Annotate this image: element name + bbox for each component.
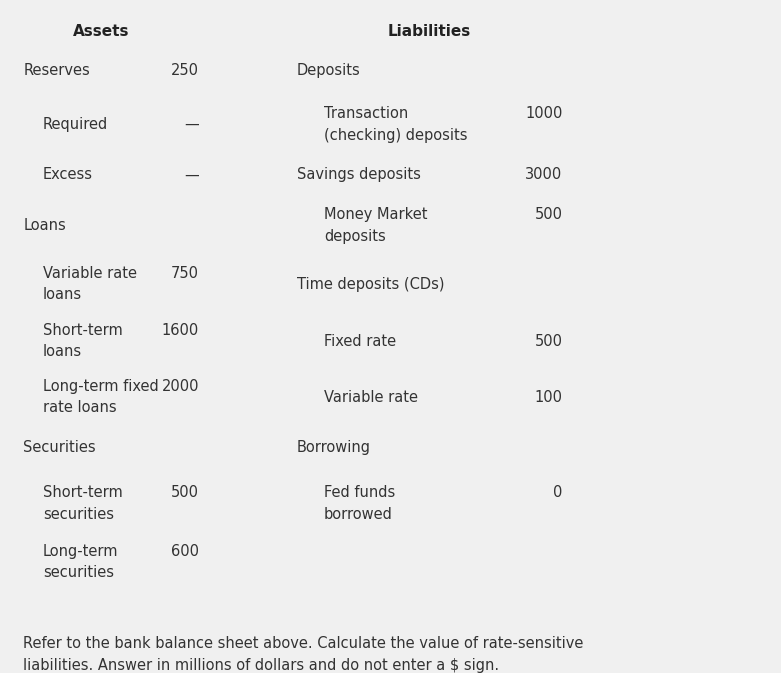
Text: 100: 100	[534, 390, 562, 404]
Text: —: —	[184, 168, 199, 182]
Text: 500: 500	[534, 207, 562, 222]
Text: 3000: 3000	[525, 168, 562, 182]
Text: 750: 750	[171, 266, 199, 281]
Text: Deposits: Deposits	[297, 63, 361, 78]
Text: Variable rate: Variable rate	[43, 266, 137, 281]
Text: 500: 500	[534, 334, 562, 349]
Text: borrowed: borrowed	[324, 507, 393, 522]
Text: loans: loans	[43, 345, 82, 359]
Text: Short-term: Short-term	[43, 323, 123, 338]
Text: Variable rate: Variable rate	[324, 390, 418, 404]
Text: (checking) deposits: (checking) deposits	[324, 128, 468, 143]
Text: Long-term: Long-term	[43, 544, 119, 559]
Text: securities: securities	[43, 507, 114, 522]
Text: Fed funds: Fed funds	[324, 485, 395, 500]
Text: 0: 0	[553, 485, 562, 500]
Text: Time deposits (CDs): Time deposits (CDs)	[297, 277, 444, 291]
Text: securities: securities	[43, 565, 114, 580]
Text: 600: 600	[171, 544, 199, 559]
Text: Refer to the bank balance sheet above. Calculate the value of rate-sensitive
lia: Refer to the bank balance sheet above. C…	[23, 636, 584, 673]
Text: —: —	[184, 117, 199, 132]
Text: Excess: Excess	[43, 168, 93, 182]
Text: 2000: 2000	[162, 379, 199, 394]
Text: 1600: 1600	[162, 323, 199, 338]
Text: Loans: Loans	[23, 218, 66, 233]
Text: Short-term: Short-term	[43, 485, 123, 500]
Text: Transaction: Transaction	[324, 106, 408, 121]
Text: rate loans: rate loans	[43, 400, 116, 415]
Text: deposits: deposits	[324, 229, 386, 244]
Text: Required: Required	[43, 117, 109, 132]
Text: Long-term fixed: Long-term fixed	[43, 379, 159, 394]
Text: Liabilities: Liabilities	[388, 24, 471, 38]
Text: 500: 500	[171, 485, 199, 500]
Text: 1000: 1000	[525, 106, 562, 121]
Text: Fixed rate: Fixed rate	[324, 334, 396, 349]
Text: Reserves: Reserves	[23, 63, 90, 78]
Text: Securities: Securities	[23, 440, 96, 455]
Text: Borrowing: Borrowing	[297, 440, 371, 455]
Text: loans: loans	[43, 287, 82, 302]
Text: Assets: Assets	[73, 24, 130, 38]
Text: Savings deposits: Savings deposits	[297, 168, 421, 182]
Text: 250: 250	[171, 63, 199, 78]
Text: Money Market: Money Market	[324, 207, 428, 222]
